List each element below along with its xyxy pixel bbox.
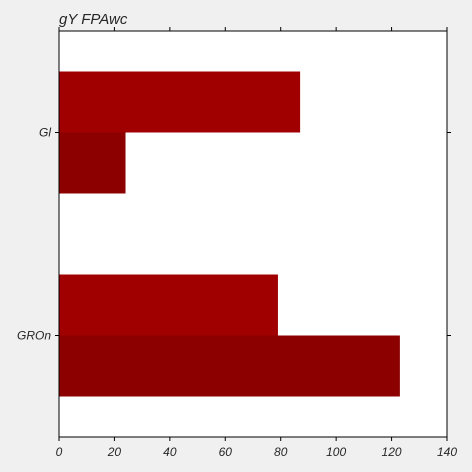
x-tick-label: 60 — [219, 445, 233, 459]
y-tick-label: GROn — [17, 329, 51, 343]
x-tick-label: 40 — [163, 445, 177, 459]
x-tick-label: 80 — [274, 445, 288, 459]
x-tick-label: 20 — [107, 445, 122, 459]
bar-gl-series-2 — [59, 132, 126, 194]
x-tick-label: 120 — [382, 445, 402, 459]
chart-title: gY FPAwc — [59, 11, 128, 28]
bars — [59, 71, 400, 397]
x-tick-label: 100 — [326, 445, 346, 459]
x-tick-label: 0 — [56, 445, 63, 459]
y-tick-label: Gl — [39, 126, 51, 140]
bar-gl-series-1 — [59, 71, 301, 133]
bar-gron-series-1 — [59, 274, 278, 336]
bar-gron-series-2 — [59, 335, 400, 397]
axes: Gl GROn 0 20 40 60 80 100 120 140 — [17, 27, 457, 459]
x-tick-label: 140 — [437, 445, 457, 459]
plot-frame — [58, 30, 448, 438]
